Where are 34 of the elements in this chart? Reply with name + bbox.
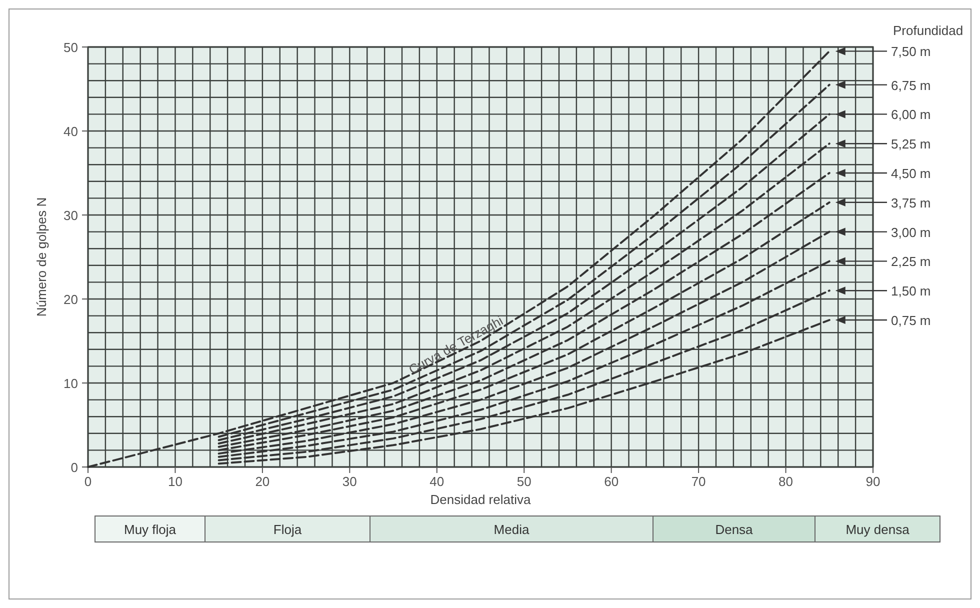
legend-label: 3,75 m (891, 195, 931, 210)
y-tick-label: 20 (64, 292, 78, 307)
y-axis-title: Número de golpes N (34, 197, 49, 317)
text: Floja (273, 522, 302, 537)
legend-label: 5,25 m (891, 136, 931, 152)
x-tick-label: 10 (168, 474, 182, 489)
x-tick-label: 0 (84, 474, 92, 489)
legend-label: 2,25 m (891, 254, 931, 270)
legend-label: 0,75 m (891, 313, 931, 328)
y-tick-label: 40 (64, 124, 78, 139)
x-tick-label: 70 (691, 474, 706, 489)
y-tick-label: 0 (70, 460, 78, 475)
text: Media (494, 522, 530, 537)
legend-label: 4,50 m (891, 166, 931, 181)
legend-label: 7,50 m (891, 44, 931, 60)
x-tick-label: 50 (516, 474, 532, 489)
text: Densa (715, 522, 754, 537)
x-tick-label: 90 (866, 474, 880, 489)
x-tick-label: 80 (778, 474, 794, 489)
x-tick-label: 30 (342, 474, 357, 489)
legend-label: 3,00 m (891, 224, 931, 240)
y-tick-label: 50 (64, 40, 78, 55)
text: Muy floja (124, 522, 177, 537)
text: Muy densa (846, 522, 910, 537)
y-tick-label: 10 (64, 376, 78, 391)
y-tick-label: 30 (64, 208, 78, 223)
x-axis-title: Densidad relativa (430, 492, 532, 507)
legend-label: 1,50 m (891, 284, 931, 299)
legend-title: Profundidad (893, 23, 964, 38)
legend-label: 6,00 m (891, 107, 931, 122)
x-tick-label: 60 (604, 474, 619, 489)
legend-label: 6,75 m (891, 78, 931, 93)
x-tick-label: 40 (430, 474, 444, 489)
x-tick-label: 20 (255, 474, 270, 489)
